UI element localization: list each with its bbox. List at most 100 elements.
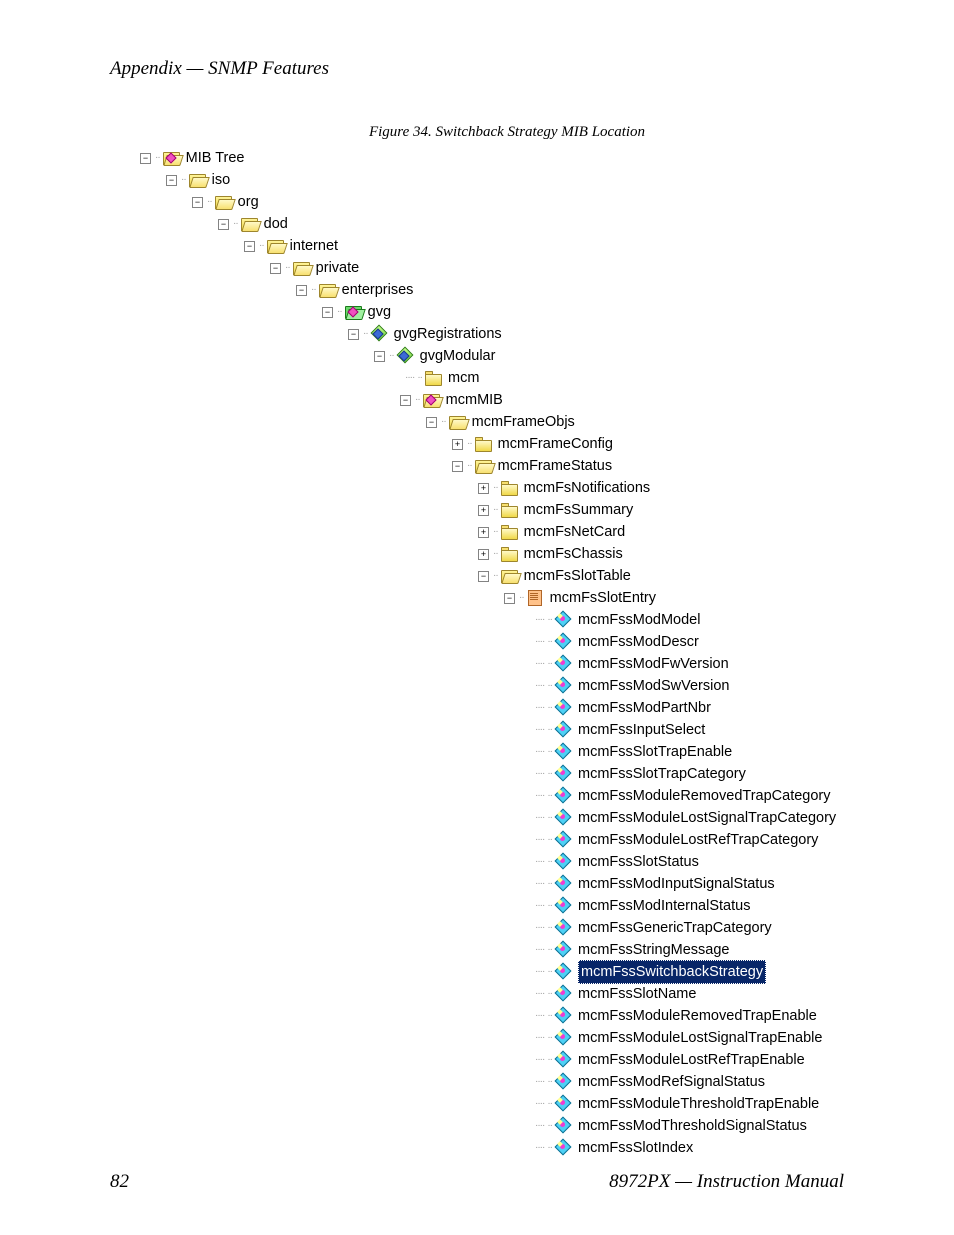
collapse-icon[interactable]: − [374, 351, 385, 362]
tree-node-mcmMIB[interactable]: −··mcmMIB [140, 389, 844, 411]
collapse-icon[interactable]: − [166, 175, 177, 186]
tree-leaf-mcmFssModuleRemovedTrapEnable[interactable]: ······mcmFssModuleRemovedTrapEnable [140, 1005, 844, 1027]
tree-node-label: mcmFssModSwVersion [578, 675, 729, 697]
tree-node-label: mcmFssModuleRemovedTrapCategory [578, 785, 831, 807]
tree-node-label: mcmFssSlotIndex [578, 1137, 693, 1159]
tree-leaf-mcmFssModFwVersion[interactable]: ······mcmFssModFwVersion [140, 653, 844, 675]
collapse-icon[interactable]: − [452, 461, 463, 472]
tree-leaf-mcmFssSlotTrapCategory[interactable]: ······mcmFssSlotTrapCategory [140, 763, 844, 785]
tree-node-gvg[interactable]: −··gvg [140, 301, 844, 323]
tree-node-gvgRegistrations[interactable]: −··gvgRegistrations [140, 323, 844, 345]
tree-leaf-mcmFssStringMessage[interactable]: ······mcmFssStringMessage [140, 939, 844, 961]
tree-node-label: mcmFssSlotStatus [578, 851, 699, 873]
tree-leaf-mcmFssModModel[interactable]: ······mcmFssModModel [140, 609, 844, 631]
tree-leaf-mcmFssModuleLostSignalTrapEnable[interactable]: ······mcmFssModuleLostSignalTrapEnable [140, 1027, 844, 1049]
expand-icon[interactable]: + [478, 483, 489, 494]
collapse-icon[interactable]: − [348, 329, 359, 340]
table-entry-icon [527, 590, 545, 606]
tree-node-internet[interactable]: −··internet [140, 235, 844, 257]
tree-node-label: mcmFssModFwVersion [578, 653, 729, 675]
expand-icon[interactable]: + [452, 439, 463, 450]
tree-node-dod[interactable]: −··dod [140, 213, 844, 235]
tree-leaf-mcmFssModInputSignalStatus[interactable]: ······mcmFssModInputSignalStatus [140, 873, 844, 895]
collapse-icon[interactable]: − [244, 241, 255, 252]
tree-leaf-mcmFssModInternalStatus[interactable]: ······mcmFssModInternalStatus [140, 895, 844, 917]
tree-node-mcmFsSlotEntry[interactable]: −··mcmFsSlotEntry [140, 587, 844, 609]
tree-node-org[interactable]: −··org [140, 191, 844, 213]
collapse-icon[interactable]: − [400, 395, 411, 406]
folder-closed-icon [501, 546, 519, 562]
tree-leaf-mcmFssInputSelect[interactable]: ······mcmFssInputSelect [140, 719, 844, 741]
collapse-icon[interactable]: − [140, 153, 151, 164]
tree-leaf-mcmFssModThresholdSignalStatus[interactable]: ······mcmFssModThresholdSignalStatus [140, 1115, 844, 1137]
tree-leaf-mcmFssModuleRemovedTrapCategory[interactable]: ······mcmFssModuleRemovedTrapCategory [140, 785, 844, 807]
tree-node-label: gvg [368, 301, 391, 323]
tree-node-label: mcmFrameConfig [498, 433, 613, 455]
tree-node-mcmFsChassis[interactable]: +··mcmFsChassis [140, 543, 844, 565]
collapse-icon[interactable]: − [218, 219, 229, 230]
tree-node-mcm[interactable]: ······mcm [140, 367, 844, 389]
collapse-icon[interactable]: − [478, 571, 489, 582]
tree-node-gvgModular[interactable]: −··gvgModular [140, 345, 844, 367]
expand-icon[interactable]: + [478, 505, 489, 516]
figure-caption: Figure 34. Switchback Strategy MIB Locat… [170, 124, 844, 141]
tree-node-label: internet [290, 235, 338, 257]
tree-node-label: mcmFssModuleLostSignalTrapCategory [578, 807, 836, 829]
collapse-icon[interactable]: − [504, 593, 515, 604]
tree-node-label: mcmFssGenericTrapCategory [578, 917, 772, 939]
tree-leaf-mcmFssModSwVersion[interactable]: ······mcmFssModSwVersion [140, 675, 844, 697]
collapse-icon[interactable]: − [192, 197, 203, 208]
folder-open-icon [319, 282, 337, 298]
expand-icon[interactable]: + [478, 527, 489, 538]
tree-node-label: private [316, 257, 360, 279]
folder-open-icon [241, 216, 259, 232]
tree-node-label: mcmFssSlotName [578, 983, 696, 1005]
tree-node-label: gvgModular [420, 345, 496, 367]
folder-closed-icon [475, 436, 493, 452]
tree-leaf-mcmFssModDescr[interactable]: ······mcmFssModDescr [140, 631, 844, 653]
tree-node-label: mcmFrameStatus [498, 455, 612, 477]
leaf-icon [555, 964, 573, 980]
collapse-icon[interactable]: − [426, 417, 437, 428]
leaf-icon [555, 876, 573, 892]
tree-leaf-mcmFssModPartNbr[interactable]: ······mcmFssModPartNbr [140, 697, 844, 719]
tree-leaf-mcmFssSlotIndex[interactable]: ······mcmFssSlotIndex [140, 1137, 844, 1159]
tree-node-mcmFrameObjs[interactable]: −··mcmFrameObjs [140, 411, 844, 433]
folder-closed-icon [501, 502, 519, 518]
tree-leaf-mcmFssSlotStatus[interactable]: ······mcmFssSlotStatus [140, 851, 844, 873]
tree-node-mcmFsSummary[interactable]: +··mcmFsSummary [140, 499, 844, 521]
leaf-icon [555, 678, 573, 694]
tree-leaf-mcmFssModRefSignalStatus[interactable]: ······mcmFssModRefSignalStatus [140, 1071, 844, 1093]
tree-node-label: mcmFssModuleLostSignalTrapEnable [578, 1027, 822, 1049]
tree-leaf-mcmFssModuleLostRefTrapEnable[interactable]: ······mcmFssModuleLostRefTrapEnable [140, 1049, 844, 1071]
tree-node-mcmFrameStatus[interactable]: −··mcmFrameStatus [140, 455, 844, 477]
tree-leaf-mcmFssModuleThresholdTrapEnable[interactable]: ······mcmFssModuleThresholdTrapEnable [140, 1093, 844, 1115]
collapse-icon[interactable]: − [270, 263, 281, 274]
tree-leaf-mcmFssModuleLostSignalTrapCategory[interactable]: ······mcmFssModuleLostSignalTrapCategory [140, 807, 844, 829]
tree-node-enterprises[interactable]: −··enterprises [140, 279, 844, 301]
tree-node-label: mcmFssSlotTrapEnable [578, 741, 732, 763]
tree-leaf-mcmFssSwitchbackStrategy[interactable]: ······mcmFssSwitchbackStrategy [140, 961, 844, 983]
tree-node-mcmFrameConfig[interactable]: +··mcmFrameConfig [140, 433, 844, 455]
tree-leaf-mcmFssSlotName[interactable]: ······mcmFssSlotName [140, 983, 844, 1005]
tree-leaf-mcmFssSlotTrapEnable[interactable]: ······mcmFssSlotTrapEnable [140, 741, 844, 763]
tree-node-label: mcmFsSlotEntry [550, 587, 656, 609]
tree-node-mcmFsNotifications[interactable]: +··mcmFsNotifications [140, 477, 844, 499]
tree-node-private[interactable]: −··private [140, 257, 844, 279]
folder-open-icon [215, 194, 233, 210]
tree-leaf-mcmFssGenericTrapCategory[interactable]: ······mcmFssGenericTrapCategory [140, 917, 844, 939]
tree-node-mcmFsNetCard[interactable]: +··mcmFsNetCard [140, 521, 844, 543]
tree-node-label: mcmFssStringMessage [578, 939, 729, 961]
folder-open-icon [449, 414, 467, 430]
expand-icon[interactable]: + [478, 549, 489, 560]
tree-node-label: mcmFssModuleRemovedTrapEnable [578, 1005, 817, 1027]
collapse-icon[interactable]: − [296, 285, 307, 296]
tree-node-root[interactable]: −··MIB Tree [140, 147, 844, 169]
tree-node-mcmFsSlotTable[interactable]: −··mcmFsSlotTable [140, 565, 844, 587]
tree-node-label: enterprises [342, 279, 414, 301]
collapse-icon[interactable]: − [322, 307, 333, 318]
leaf-icon [555, 898, 573, 914]
tree-leaf-mcmFssModuleLostRefTrapCategory[interactable]: ······mcmFssModuleLostRefTrapCategory [140, 829, 844, 851]
tree-node-label: MIB Tree [186, 147, 245, 169]
tree-node-iso[interactable]: −··iso [140, 169, 844, 191]
